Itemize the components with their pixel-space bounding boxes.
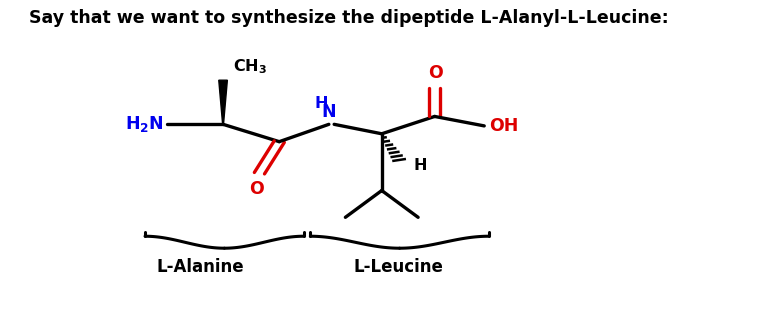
Text: L-Leucine: L-Leucine <box>353 258 443 276</box>
Text: O: O <box>249 180 264 198</box>
Text: N: N <box>321 103 336 121</box>
Text: OH: OH <box>489 117 519 135</box>
Text: $\mathregular{CH_3}$: $\mathregular{CH_3}$ <box>233 58 267 76</box>
Text: H: H <box>314 96 328 111</box>
Text: L-Alanine: L-Alanine <box>156 258 244 276</box>
Polygon shape <box>219 80 227 124</box>
Text: $\mathregular{H_2N}$: $\mathregular{H_2N}$ <box>125 114 163 134</box>
Text: H: H <box>413 158 427 173</box>
Text: O: O <box>429 64 443 82</box>
Text: Say that we want to synthesize the dipeptide L-Alanyl-L-Leucine:: Say that we want to synthesize the dipep… <box>29 9 669 27</box>
